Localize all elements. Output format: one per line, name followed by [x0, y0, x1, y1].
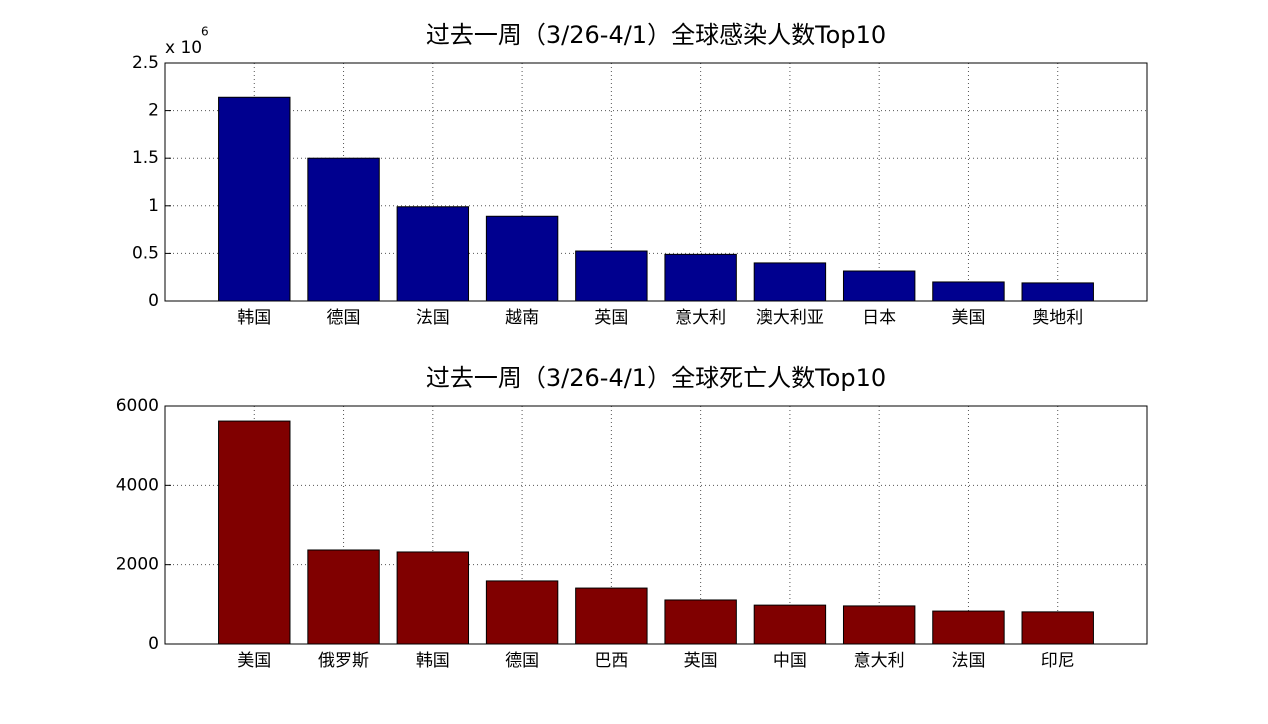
- x-tick-label: 英国: [594, 308, 628, 328]
- bar: [753, 262, 827, 302]
- x-tick-label: 韩国: [416, 651, 450, 671]
- x-tick-label: 德国: [327, 308, 361, 328]
- bar: [307, 549, 380, 645]
- x-tick-label: 印尼: [1041, 651, 1075, 671]
- bar: [575, 250, 648, 302]
- y-tick-label: 0: [148, 634, 159, 654]
- bar: [396, 551, 470, 645]
- y-tick-label: 0: [148, 291, 159, 311]
- y-tick-label: 1: [148, 196, 159, 216]
- x-tick-label: 韩国: [237, 308, 271, 328]
- y-tick-label: 0.5: [132, 243, 159, 263]
- y-tick-label: 2.5: [132, 53, 159, 73]
- x-tick-label: 法国: [951, 651, 985, 671]
- x-tick-label: 奥地利: [1032, 308, 1083, 328]
- x-tick-label: 法国: [416, 308, 450, 328]
- y-tick-label: 2: [148, 101, 159, 121]
- bar: [575, 587, 648, 645]
- y-multiplier: x 10: [165, 38, 202, 58]
- bar: [932, 610, 1005, 645]
- axes-frame: [164, 405, 1148, 645]
- chart-title: 过去一周（3/26-4/1）全球死亡人数Top10: [426, 364, 886, 392]
- x-tick-label: 日本: [862, 308, 896, 328]
- bar: [396, 206, 470, 302]
- x-tick-label: 美国: [951, 308, 985, 328]
- x-tick-label: 德国: [505, 651, 539, 671]
- y-tick-label: 4000: [116, 475, 159, 495]
- x-tick-label: 越南: [505, 308, 539, 328]
- bar: [218, 96, 291, 302]
- bar: [842, 270, 916, 302]
- y-tick-label: 6000: [116, 396, 159, 416]
- x-tick-label: 美国: [237, 651, 271, 671]
- x-tick-label: 中国: [773, 651, 807, 671]
- bar: [218, 420, 291, 645]
- bar: [932, 281, 1005, 302]
- bar: [1021, 282, 1094, 302]
- bar: [485, 580, 559, 645]
- x-tick-label: 俄罗斯: [318, 651, 369, 671]
- bar: [307, 157, 380, 302]
- axes-frame: [164, 62, 1148, 302]
- x-tick-label: 意大利: [854, 651, 905, 671]
- x-tick-label: 意大利: [675, 308, 726, 328]
- bar: [753, 604, 827, 645]
- bar: [664, 253, 737, 302]
- y-tick-label: 2000: [116, 555, 159, 575]
- bar: [485, 215, 559, 302]
- chart-title: 过去一周（3/26-4/1）全球感染人数Top10: [426, 21, 886, 49]
- x-tick-label: 澳大利亚: [756, 308, 824, 328]
- bar: [842, 605, 916, 645]
- y-multiplier-exponent: 6: [201, 25, 209, 39]
- bar: [664, 599, 737, 645]
- x-tick-label: 英国: [684, 651, 718, 671]
- bar: [1021, 611, 1094, 645]
- x-tick-label: 巴西: [594, 651, 628, 671]
- y-tick-label: 1.5: [132, 148, 159, 168]
